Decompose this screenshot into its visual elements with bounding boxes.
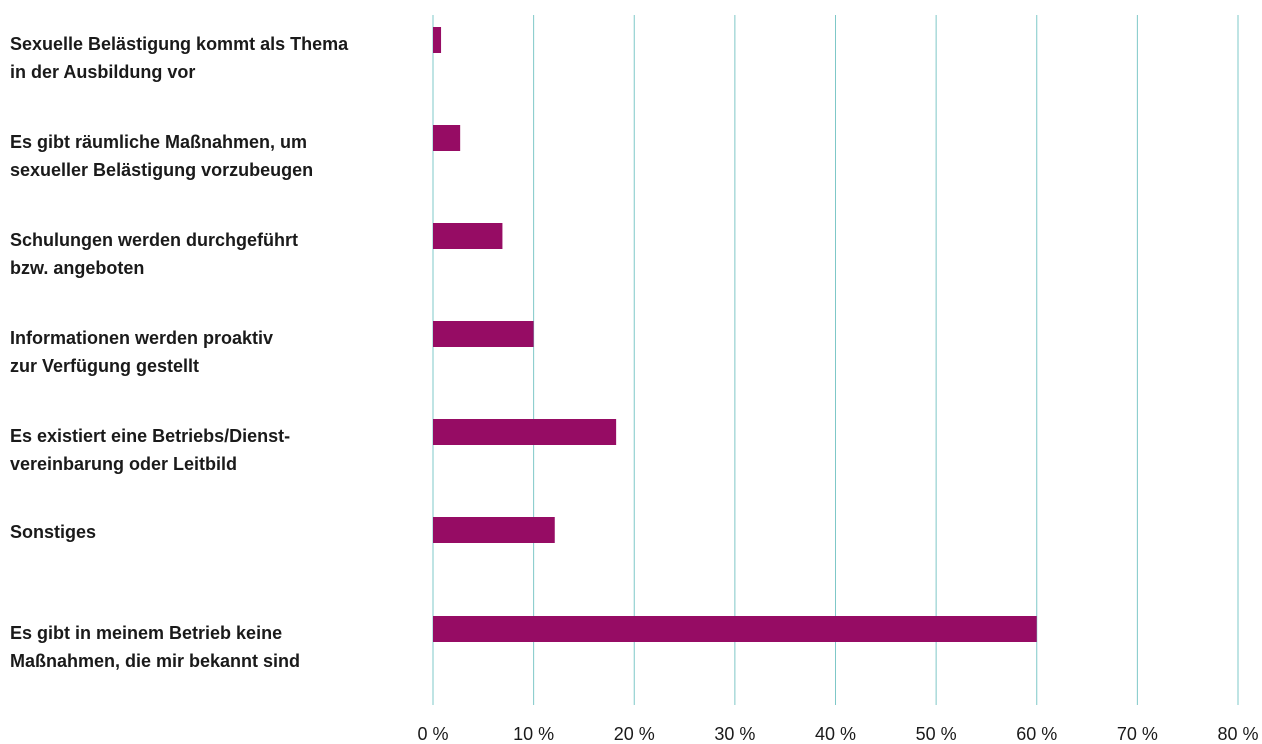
- bar: [433, 125, 461, 151]
- x-tick-label: 40 %: [815, 724, 856, 744]
- y-tick-label: Sonstiges: [10, 522, 96, 542]
- y-tick-label: Maßnahmen, die mir bekannt sind: [10, 651, 300, 671]
- x-tick-label: 70 %: [1117, 724, 1158, 744]
- y-tick-label: zur Verfügung gestellt: [10, 356, 199, 376]
- x-tick-label: 30 %: [714, 724, 755, 744]
- y-tick-label: Schulungen werden durchgeführt: [10, 230, 298, 250]
- y-tick-label: Sexuelle Belästigung kommt als Thema: [10, 34, 349, 54]
- bar: [433, 517, 555, 543]
- x-tick-label: 20 %: [614, 724, 655, 744]
- x-tick-label: 10 %: [513, 724, 554, 744]
- y-tick-label: Es gibt in meinem Betrieb keine: [10, 623, 282, 643]
- x-tick-label: 0 %: [417, 724, 448, 744]
- bar: [433, 419, 617, 445]
- y-tick-label: sexueller Belästigung vorzubeugen: [10, 160, 313, 180]
- bar: [433, 27, 442, 53]
- x-tick-label: 50 %: [916, 724, 957, 744]
- y-tick-label: Es existiert eine Betriebs/Dienst-: [10, 426, 290, 446]
- y-tick-label: Informationen werden proaktiv: [10, 328, 273, 348]
- x-tick-label: 80 %: [1217, 724, 1258, 744]
- y-tick-label: vereinbarung oder Leitbild: [10, 454, 237, 474]
- bar: [433, 616, 1037, 642]
- y-tick-label: bzw. angeboten: [10, 258, 144, 278]
- x-tick-label: 60 %: [1016, 724, 1057, 744]
- y-tick-label: Es gibt räumliche Maßnahmen, um: [10, 132, 307, 152]
- bar: [433, 223, 503, 249]
- bar: [433, 321, 534, 347]
- y-tick-label: in der Ausbildung vor: [10, 62, 195, 82]
